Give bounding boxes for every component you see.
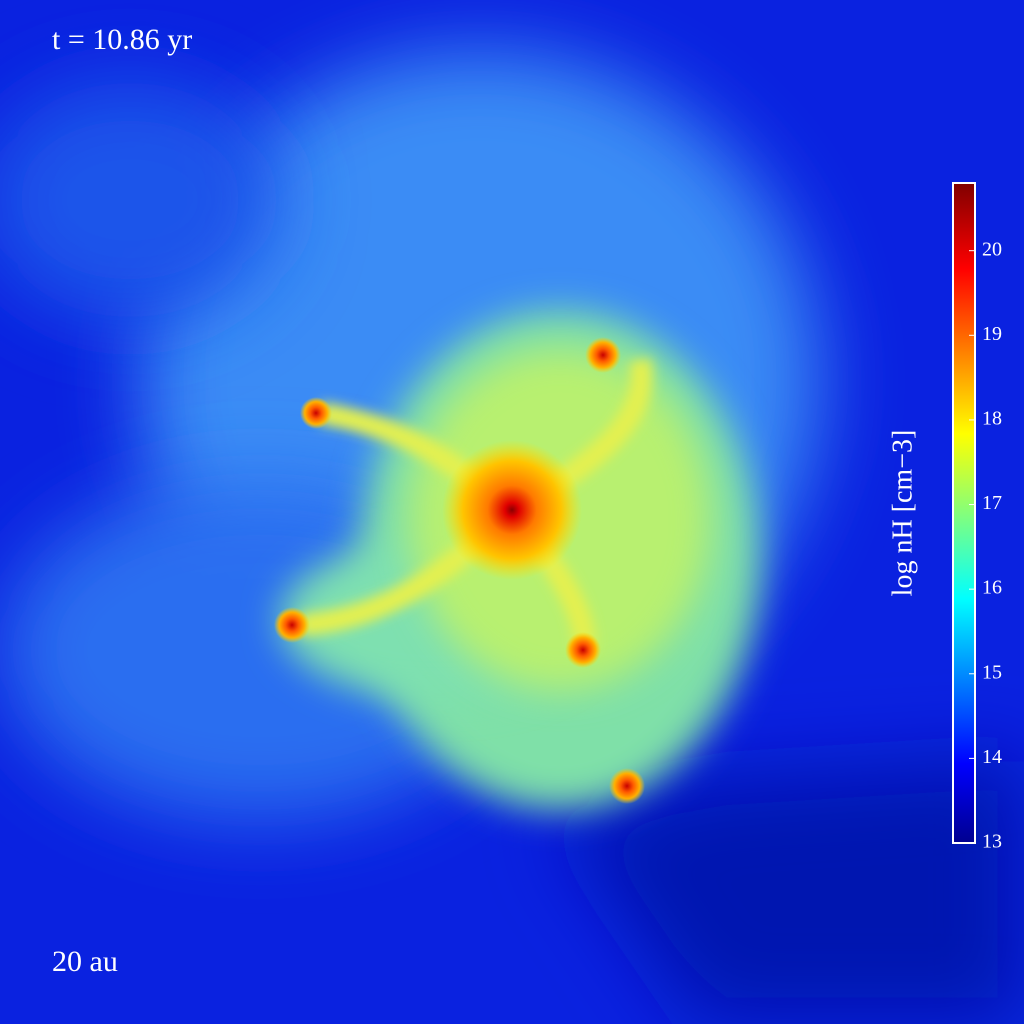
colorbar-tick-label: 18: [982, 408, 1002, 430]
colorbar-label: log nH [cm−3]: [887, 430, 918, 597]
colorbar-tick-label: 16: [982, 577, 1002, 599]
scale-label: 20 au: [52, 945, 118, 978]
colorbar-tick-label: 13: [982, 831, 1002, 853]
colorbar-tick-label: 14: [982, 746, 1002, 768]
colorbar-tick-label: 19: [982, 323, 1002, 345]
colorbar-tick-label: 20: [982, 238, 1002, 260]
time-label: t = 10.86 yr: [52, 23, 192, 56]
colorbar-tick-label: 17: [982, 492, 1002, 514]
colorbar: log nH [cm−3] 13 14 15 16 17 18 19 20: [887, 182, 1002, 853]
colorbar-bar: [952, 182, 976, 844]
colorbar-tick-label: 15: [982, 661, 1002, 683]
